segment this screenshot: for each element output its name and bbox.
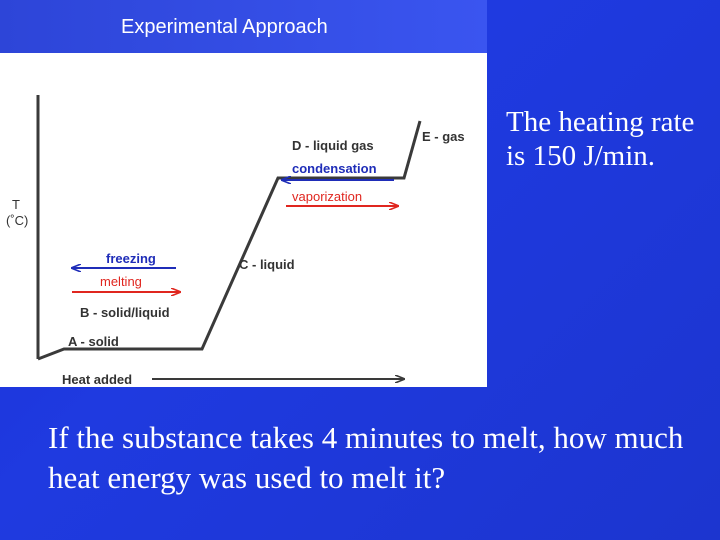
label-b-solid-liquid: B - solid/liquid bbox=[80, 305, 170, 320]
title-banner: Experimental Approach bbox=[0, 0, 487, 53]
y-axis-label-unit: (˚C) bbox=[6, 213, 28, 228]
label-d-liquid-gas: D - liquid gas bbox=[292, 138, 374, 153]
heating-curve-line bbox=[37, 120, 422, 361]
y-axis-label-t: T bbox=[12, 197, 20, 212]
slide-title: Experimental Approach bbox=[121, 16, 328, 38]
label-c-liquid: C - liquid bbox=[239, 257, 295, 272]
heating-curve-figure: T (˚C) Heat added A - solid B - solid/li… bbox=[0, 53, 487, 387]
label-e-gas: E - gas bbox=[422, 129, 465, 144]
x-axis-label: Heat added bbox=[62, 372, 132, 387]
label-freezing: freezing bbox=[106, 251, 156, 266]
label-melting: melting bbox=[100, 274, 142, 289]
heating-rate-text: The heating rate is 150 J/min. bbox=[506, 106, 695, 172]
label-a-solid: A - solid bbox=[68, 334, 119, 349]
heating-curve-svg: T (˚C) Heat added A - solid B - solid/li… bbox=[6, 95, 465, 387]
question-text: If the substance takes 4 minutes to melt… bbox=[48, 420, 684, 495]
label-vaporization: vaporization bbox=[292, 189, 362, 204]
label-condensation: condensation bbox=[292, 161, 377, 176]
